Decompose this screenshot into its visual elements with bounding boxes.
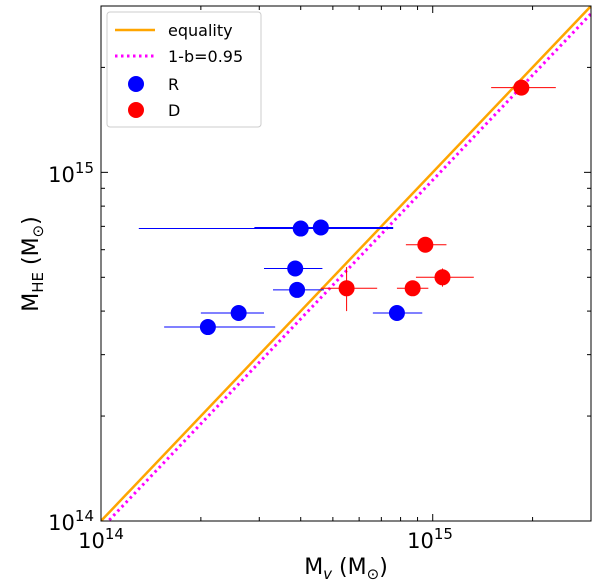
y-tick-label-1e14: 1014	[48, 507, 94, 535]
legend-label-D: D	[168, 101, 180, 120]
data-point-R-4	[230, 304, 247, 321]
legend-box	[106, 11, 262, 128]
data-point-R-6	[388, 304, 405, 321]
data-point-D-3	[338, 280, 355, 297]
data-point-R-2	[287, 260, 304, 277]
y-axis-label: MHE (M⊙)	[19, 216, 47, 311]
x-tick-label-1e15: 1015	[407, 525, 453, 553]
x-axis-label: Mv (M⊙)	[304, 555, 388, 581]
minor-ticks	[101, 5, 592, 521]
data-point-R-5	[199, 319, 216, 336]
series-D	[320, 79, 556, 312]
data-point-R-1	[312, 219, 329, 236]
legend-label-equality: equality	[168, 21, 233, 40]
data-point-D-4	[404, 280, 421, 297]
reference-line-1	[106, 12, 591, 521]
plot-frame	[100, 5, 592, 522]
legend-marker-R	[128, 76, 144, 92]
reference-lines	[101, 6, 591, 521]
legend-label-bias: 1-b=0.95	[168, 47, 243, 66]
x-tick-label-1e14: 1014	[78, 525, 124, 553]
legend-label-R: R	[168, 75, 179, 94]
data-point-R-3	[289, 281, 306, 298]
y-tick-label-1e15: 1015	[48, 159, 94, 187]
series-R	[138, 219, 423, 336]
data-point-D-2	[434, 269, 451, 286]
reference-line-0	[101, 6, 591, 521]
data-point-R-0	[292, 220, 309, 237]
data-point-D-1	[417, 236, 434, 253]
data-point-D-0	[513, 79, 530, 96]
data-series	[138, 79, 556, 336]
legend: equality 1-b=0.95 R D	[106, 11, 262, 128]
legend-marker-D	[128, 102, 144, 118]
